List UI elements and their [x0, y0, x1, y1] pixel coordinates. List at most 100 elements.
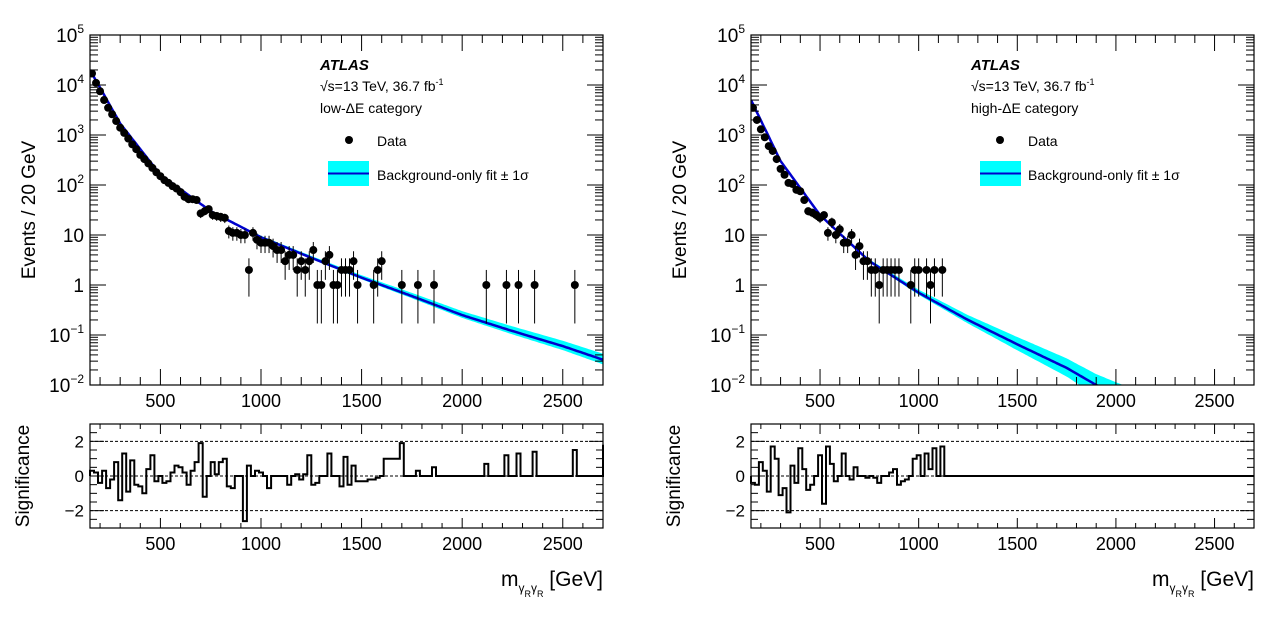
data-point [756, 125, 765, 134]
data-point [277, 246, 286, 255]
data-point [827, 218, 836, 227]
data-point [760, 133, 769, 142]
x-tick-label: 2000 [1096, 391, 1136, 411]
data-point [823, 228, 832, 237]
significance-x-tick-label: 2500 [1195, 534, 1235, 554]
data-point [843, 238, 852, 247]
data-point [132, 145, 141, 154]
x-tick-label: 1000 [241, 391, 281, 411]
data-point [281, 257, 290, 266]
data-point [926, 281, 935, 289]
y-tick-base: 10 [710, 326, 731, 347]
y-tick-exponent: 3 [738, 122, 745, 136]
significance-tick-label: 0 [75, 467, 84, 486]
data-point [502, 281, 511, 289]
y-tick-exponent: −1 [731, 322, 745, 336]
y-tick-exponent: 5 [738, 22, 745, 36]
energy-label: √s=13 TeV, 36.7 fb-1 [320, 77, 444, 94]
y-tick-base: 10 [717, 26, 738, 47]
data-point [96, 87, 105, 96]
data-points-group [90, 69, 579, 324]
data-point [835, 225, 844, 234]
y-tick-base: 10 [63, 226, 84, 247]
data-point [112, 117, 121, 126]
data-point [922, 265, 931, 274]
legend-fit-label: Background-only fit ± 1σ [377, 167, 529, 183]
significance-x-tick-label: 500 [145, 534, 175, 554]
x-tick-labels: 500 1000 1500 2000 2500 [805, 391, 1235, 411]
atlas-label-block: ATLAS √s=13 TeV, 36.7 fb-1 high-ΔE categ… [970, 57, 1095, 116]
data-point [220, 213, 229, 222]
ratio-y-axis-label: Significance [664, 425, 685, 527]
data-point [373, 265, 382, 274]
significance-histogram [89, 442, 604, 523]
legend-data-marker [996, 136, 1004, 144]
y-tick-base: 1 [734, 276, 745, 297]
y-tick-exponent: 3 [77, 122, 84, 136]
atlas-label-block: ATLAS √s=13 TeV, 36.7 fb-1 low-ΔE catego… [319, 57, 444, 116]
significance-x-tick-labels: 500 1000 1500 2000 2500 [805, 534, 1235, 554]
significance-x-tick-label: 1000 [899, 534, 939, 554]
left-chart-panel: Events / 20 GeV Significance 10510410310… [13, 22, 604, 599]
data-point [325, 250, 334, 259]
y-tick-exponent: 4 [738, 72, 745, 86]
significance-tick-label: −2 [726, 502, 745, 521]
significance-x-tick-label: 2500 [543, 534, 583, 554]
y-tick-label: 10 [63, 226, 84, 247]
x-tick-label: 500 [145, 391, 175, 411]
data-point [120, 128, 129, 137]
fit-band-group [751, 99, 1124, 385]
y-tick-exponent: 2 [77, 172, 84, 186]
data-point [349, 257, 358, 266]
x-tick-label: 2000 [442, 391, 482, 411]
data-point [297, 257, 306, 266]
y-tick-base: 10 [56, 176, 77, 197]
data-point [914, 265, 923, 274]
data-point [768, 146, 777, 155]
fit-line-group [751, 99, 1100, 385]
x-tick-labels: 500 1000 1500 2000 2500 [145, 391, 582, 411]
significance-x-tick-label: 1500 [997, 534, 1037, 554]
y-tick-base: 10 [717, 126, 738, 147]
legend: Data Background-only fit ± 1σ [328, 133, 529, 186]
data-point [100, 96, 109, 105]
energy-label-sup: -1 [436, 77, 444, 87]
data-point [317, 281, 326, 289]
data-point [192, 196, 201, 205]
main-axes [750, 34, 1255, 386]
data-point [482, 281, 491, 289]
y-tick-label: 102 [56, 172, 84, 197]
y-tick-base: 10 [56, 126, 77, 147]
data-point [894, 265, 903, 274]
x-tick-label: 500 [805, 391, 835, 411]
data-point [530, 281, 539, 289]
data-point [244, 265, 253, 274]
legend-data-label: Data [377, 133, 407, 149]
legend: Data Background-only fit ± 1σ [980, 133, 1180, 186]
significance-tick-labels: 2 0 −2 [726, 432, 745, 520]
legend-fit-label: Background-only fit ± 1σ [1028, 167, 1180, 183]
y-tick-label: 103 [56, 122, 84, 147]
fit-uncertainty-band [751, 99, 1124, 385]
x-axis-label: mγRγR [GeV] [1152, 568, 1254, 599]
y-tick-exponent: −2 [70, 372, 84, 386]
y-tick-label: 1 [734, 276, 745, 297]
x-tick-label: 1000 [899, 391, 939, 411]
y-tick-exponent: −1 [70, 322, 84, 336]
data-point [397, 281, 406, 289]
data-point [514, 281, 523, 289]
y-tick-base: 10 [49, 326, 70, 347]
y-tick-base: 10 [717, 76, 738, 97]
y-tick-base: 10 [710, 376, 731, 397]
y-tick-label: 10−1 [49, 322, 84, 347]
experiment-label: ATLAS [970, 57, 1020, 74]
data-point [772, 155, 781, 164]
significance-x-tick-label: 1500 [342, 534, 382, 554]
data-point [906, 281, 915, 289]
y-tick-label: 10 [724, 226, 745, 247]
data-point [751, 103, 757, 112]
data-point [413, 281, 422, 289]
